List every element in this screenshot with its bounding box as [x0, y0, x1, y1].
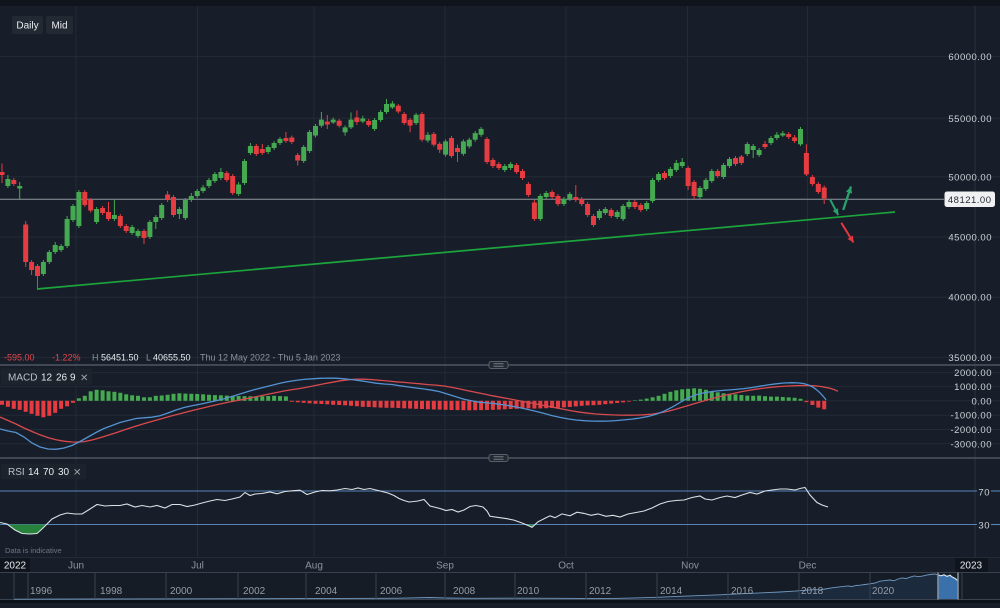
svg-text:Dec: Dec: [799, 561, 817, 572]
svg-text:Jun: Jun: [68, 561, 84, 572]
svg-text:2012: 2012: [589, 586, 612, 597]
svg-text:55000.00: 55000.00: [948, 114, 992, 125]
svg-text:30: 30: [58, 467, 70, 478]
svg-text:RSI: RSI: [8, 467, 25, 478]
svg-text:Daily: Daily: [16, 21, 38, 32]
svg-text:Mid: Mid: [51, 21, 67, 32]
svg-text:35000.00: 35000.00: [948, 353, 992, 364]
svg-text:2022: 2022: [4, 561, 27, 572]
svg-text:L: L: [146, 353, 151, 363]
svg-text:Sep: Sep: [436, 561, 454, 572]
svg-text:-2000.00: -2000.00: [950, 425, 992, 436]
svg-text:2004: 2004: [315, 586, 338, 597]
svg-text:2010: 2010: [517, 586, 540, 597]
svg-text:56451.50: 56451.50: [101, 353, 139, 363]
svg-text:70: 70: [43, 467, 55, 478]
svg-text:Jul: Jul: [191, 561, 204, 572]
svg-text:50000.00: 50000.00: [948, 172, 992, 183]
svg-text:30: 30: [978, 521, 990, 532]
svg-text:12: 12: [41, 373, 53, 384]
svg-text:70: 70: [978, 488, 990, 499]
svg-text:-1.22%: -1.22%: [52, 353, 81, 363]
svg-text:Thu 12 May 2022 - Thu 5 Jan 20: Thu 12 May 2022 - Thu 5 Jan 2023: [200, 353, 340, 363]
svg-text:Aug: Aug: [305, 561, 323, 572]
svg-text:9: 9: [70, 373, 76, 384]
svg-text:14: 14: [28, 467, 40, 478]
svg-text:45000.00: 45000.00: [948, 233, 992, 244]
svg-text:-3000.00: -3000.00: [950, 439, 992, 450]
svg-text:26: 26: [56, 373, 68, 384]
svg-text:1000.00: 1000.00: [954, 382, 992, 393]
svg-text:40655.50: 40655.50: [153, 353, 191, 363]
svg-text:2014: 2014: [660, 586, 683, 597]
svg-text:60000.00: 60000.00: [948, 52, 992, 63]
svg-text:-595.00: -595.00: [4, 353, 35, 363]
svg-text:2006: 2006: [380, 586, 403, 597]
svg-text:✕: ✕: [73, 467, 81, 478]
svg-text:Data is indicative: Data is indicative: [5, 546, 62, 555]
svg-text:2008: 2008: [453, 586, 476, 597]
svg-text:2002: 2002: [243, 586, 266, 597]
svg-text:Nov: Nov: [681, 561, 699, 572]
svg-text:1996: 1996: [30, 586, 53, 597]
svg-text:1998: 1998: [100, 586, 123, 597]
svg-text:2000.00: 2000.00: [954, 368, 992, 379]
svg-text:2018: 2018: [801, 586, 824, 597]
svg-text:0.00: 0.00: [972, 396, 993, 407]
svg-text:2023: 2023: [960, 561, 983, 572]
svg-text:✕: ✕: [80, 373, 88, 384]
svg-text:MACD: MACD: [8, 373, 37, 384]
svg-text:2020: 2020: [872, 586, 895, 597]
svg-text:2016: 2016: [731, 586, 754, 597]
svg-text:Oct: Oct: [558, 561, 574, 572]
svg-text:H: H: [92, 353, 99, 363]
svg-text:2000: 2000: [170, 586, 193, 597]
svg-text:-1000.00: -1000.00: [950, 411, 992, 422]
svg-text:40000.00: 40000.00: [948, 293, 992, 304]
svg-text:48121.00: 48121.00: [948, 195, 992, 206]
